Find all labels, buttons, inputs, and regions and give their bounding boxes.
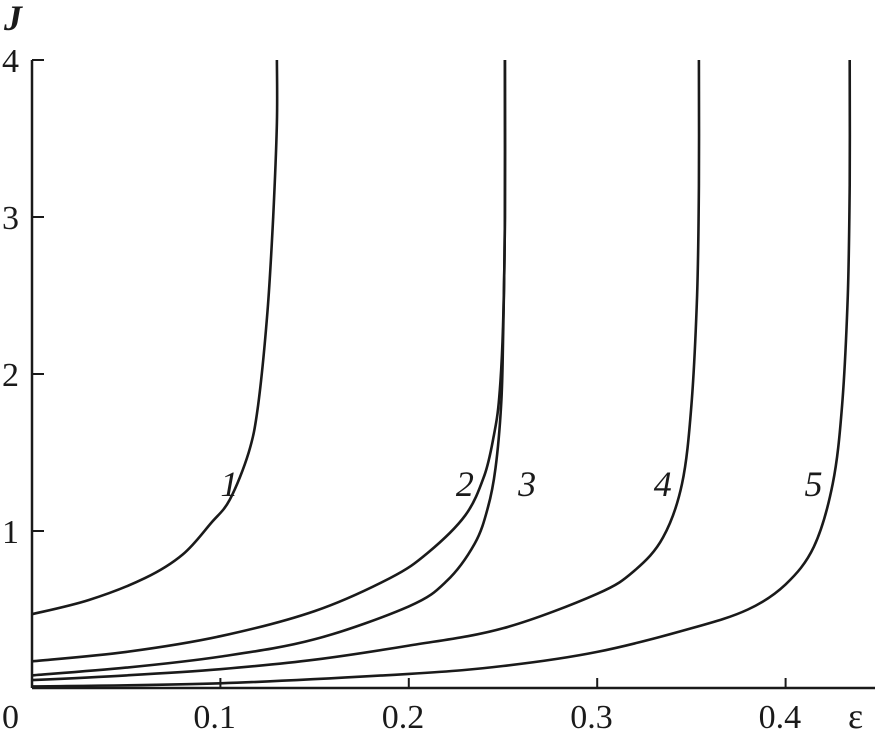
curve-5	[31, 59, 852, 688]
x-tick-label: 0.4	[759, 699, 802, 736]
curve-2	[31, 59, 507, 663]
x-tick-label: 0	[2, 699, 19, 736]
y-ticks: 1 2 3 4	[2, 43, 44, 551]
y-tick-label: 2	[2, 357, 19, 394]
curve-label-2: 2	[456, 464, 474, 504]
curve-label-5: 5	[804, 464, 822, 504]
x-tick-label: 0.1	[193, 699, 236, 736]
curves	[31, 59, 852, 688]
y-tick-label: 1	[2, 514, 19, 551]
axes	[30, 60, 875, 690]
y-tick-label: 3	[2, 200, 19, 237]
curve-label-1: 1	[220, 464, 238, 504]
curve-labels: 1 2 3 4 5	[220, 464, 822, 504]
curve-1	[31, 59, 279, 616]
x-ticks: 0 0.1 0.2 0.3 0.4	[2, 678, 801, 736]
x-axis-title: ε	[848, 696, 863, 736]
x-tick-label: 0.3	[570, 699, 613, 736]
x-tick-label: 0.2	[382, 699, 425, 736]
curve-label-3: 3	[517, 464, 536, 504]
curve-3	[31, 59, 507, 677]
curve-label-4: 4	[654, 464, 672, 504]
y-tick-label: 4	[2, 43, 19, 80]
curve-4	[31, 59, 701, 682]
y-axis-title: J	[3, 0, 23, 38]
